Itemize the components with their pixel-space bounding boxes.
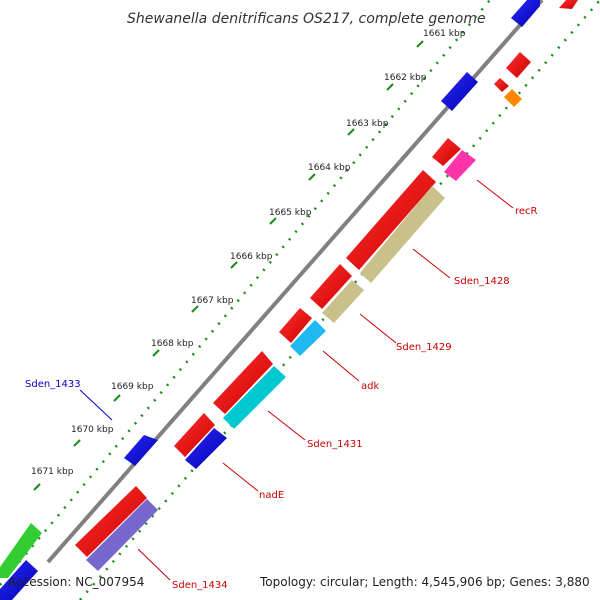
gene-forward-top[interactable] bbox=[559, 0, 578, 9]
tick-marks bbox=[33, 40, 424, 491]
accession-text: Accession: NC_007954 bbox=[8, 575, 144, 589]
category-nadE[interactable] bbox=[185, 428, 227, 469]
tick-label-1668: 1668 kbp bbox=[151, 339, 194, 349]
tick-label-1667: 1667 kbp bbox=[191, 296, 234, 306]
gene-label-sden-1433[interactable]: Sden_1433 bbox=[25, 379, 81, 390]
tick-label-1661: 1661 kbp bbox=[423, 29, 466, 39]
tick-label-1666: 1666 kbp bbox=[230, 252, 273, 262]
gene-label-sden-1428[interactable]: Sden_1428 bbox=[454, 276, 510, 287]
outer-dotted-track bbox=[0, 0, 491, 586]
gene-label-adk[interactable]: adk bbox=[361, 381, 379, 392]
gene-label-sden-1429[interactable]: Sden_1429 bbox=[396, 342, 452, 353]
category-sden-1434[interactable] bbox=[86, 499, 158, 571]
gene-sden-1433[interactable] bbox=[124, 435, 158, 466]
gene-forward-1662b[interactable] bbox=[494, 78, 509, 92]
category-sden-1429[interactable] bbox=[322, 280, 364, 323]
gene-nadE-red[interactable] bbox=[174, 413, 215, 457]
category-sden-1428[interactable] bbox=[360, 186, 445, 283]
gene-label-nadE[interactable]: nadE bbox=[259, 490, 284, 501]
gene-label-sden-1434[interactable]: Sden_1434 bbox=[172, 580, 228, 591]
gene-reverse-top[interactable] bbox=[511, 0, 540, 27]
tick-label-1669: 1669 kbp bbox=[111, 382, 154, 392]
forward-strand-genes bbox=[75, 0, 578, 557]
tick-label-1662: 1662 kbp bbox=[384, 73, 427, 83]
gene-sden-1434-red[interactable] bbox=[75, 486, 147, 557]
category-orange[interactable] bbox=[504, 89, 522, 107]
category-green-bottom-left[interactable] bbox=[0, 523, 42, 578]
gene-reverse-bottom-left[interactable] bbox=[0, 560, 38, 600]
gene-sden-1431-red[interactable] bbox=[213, 351, 273, 414]
category-adk[interactable] bbox=[290, 320, 326, 356]
tick-label-1671: 1671 kbp bbox=[31, 467, 74, 477]
gene-reverse-1662[interactable] bbox=[441, 72, 478, 111]
gene-sden-1428-red[interactable] bbox=[346, 170, 436, 270]
tick-label-1663: 1663 kbp bbox=[346, 119, 389, 129]
tick-label-1665: 1665 kbp bbox=[269, 208, 312, 218]
gene-label-sden-1431[interactable]: Sden_1431 bbox=[307, 439, 363, 450]
category-track bbox=[0, 89, 522, 578]
reverse-strand-genes bbox=[0, 0, 540, 600]
genome-summary-text: Topology: circular; Length: 4,545,906 bp… bbox=[259, 575, 590, 589]
gene-sden-1429-red[interactable] bbox=[310, 264, 352, 309]
map-title: Shewanella denitrificans OS217, complete… bbox=[127, 11, 486, 27]
gene-label-recR[interactable]: recR bbox=[515, 206, 538, 217]
category-recR[interactable] bbox=[444, 150, 476, 181]
category-sden-1431[interactable] bbox=[223, 366, 286, 429]
gene-recR-red[interactable] bbox=[432, 138, 461, 166]
tick-label-1670: 1670 kbp bbox=[71, 425, 114, 435]
gene-adk-red[interactable] bbox=[279, 308, 312, 343]
tick-label-1664: 1664 kbp bbox=[308, 163, 351, 173]
label-leaders bbox=[79, 179, 514, 581]
gene-forward-1662a[interactable] bbox=[506, 52, 531, 78]
